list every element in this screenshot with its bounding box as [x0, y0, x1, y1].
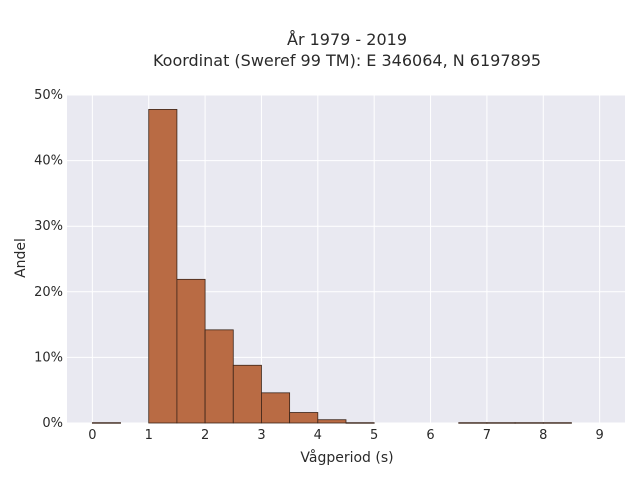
chart-title-line1: År 1979 - 2019 [287, 30, 407, 49]
x-tick-label: 2 [201, 428, 209, 443]
y-axis-label: Andel [13, 238, 29, 278]
histogram-bar [91, 422, 121, 424]
y-tick-label: 30% [34, 219, 63, 234]
y-tick-label: 40% [34, 154, 63, 169]
x-tick-label: 1 [145, 428, 153, 443]
x-tick-label: 3 [257, 428, 265, 443]
x-ticks: 0 1 2 3 4 5 6 7 8 9 [88, 428, 604, 443]
x-axis-label: Vågperiod (s) [300, 449, 393, 466]
x-tick-label: 5 [370, 428, 378, 443]
y-tick-label: 10% [34, 350, 63, 365]
histogram-bar [345, 422, 375, 424]
histogram-bar [458, 422, 488, 424]
histogram-bar [261, 392, 291, 424]
x-tick-label: 4 [314, 428, 322, 443]
x-tick-label: 8 [539, 428, 547, 443]
histogram-bar [176, 278, 206, 424]
histogram-bar [148, 109, 178, 424]
histogram-bar [289, 412, 319, 424]
x-tick-label: 9 [595, 428, 603, 443]
histogram-bar [317, 419, 347, 424]
y-ticks: 0% 10% 20% 30% 40% 50% [34, 88, 63, 431]
y-tick-label: 0% [42, 416, 63, 431]
histogram-bar [542, 422, 572, 424]
x-tick-label: 0 [88, 428, 96, 443]
x-tick-label: 7 [483, 428, 491, 443]
histogram-bar [204, 329, 234, 424]
chart-title-line2: Koordinat (Sweref 99 TM): E 346064, N 61… [153, 51, 541, 70]
histogram-bar [232, 364, 262, 424]
histogram-bar [514, 422, 544, 424]
y-tick-label: 20% [34, 285, 63, 300]
x-tick-label: 6 [426, 428, 434, 443]
y-tick-label: 50% [34, 88, 63, 103]
bars [91, 109, 572, 424]
histogram-bar [486, 422, 516, 424]
